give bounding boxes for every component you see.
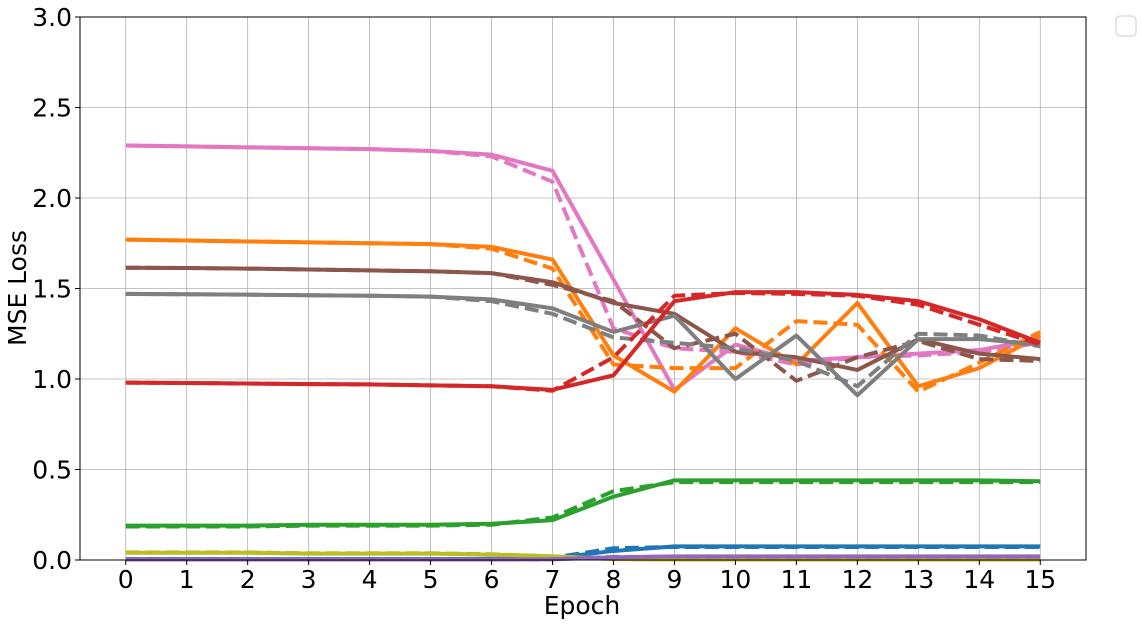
y-tick-label: 0.5: [32, 456, 72, 485]
y-tick-label: 1.5: [32, 275, 72, 304]
y-tick-label: 3.0: [32, 3, 72, 32]
x-tick-label: 14: [963, 565, 995, 594]
series-line-7-dashed: [125, 291, 1041, 389]
legend-box: [1115, 15, 1137, 37]
x-tick-label: 2: [240, 565, 256, 594]
y-axis: 0.0 0.5 1.0 1.5 2.0 2.5 3.0: [32, 3, 80, 575]
series-line-11-dashed: [125, 480, 1041, 529]
x-tick-label: 15: [1024, 565, 1056, 594]
y-tick-label: 0.0: [32, 546, 72, 575]
x-tick-label: 1: [179, 565, 195, 594]
y-tick-label: 1.0: [32, 365, 72, 394]
series-line-3-dashed: [125, 237, 1042, 394]
x-tick-label: 7: [545, 565, 561, 594]
x-tick-label: 11: [780, 565, 812, 594]
x-tick-label: 13: [902, 565, 934, 594]
y-axis-label: MSE Loss: [3, 230, 32, 346]
x-tick-label: 9: [667, 565, 683, 594]
series-line-17-dashed: [125, 554, 1041, 562]
x-tick-label: 12: [841, 565, 873, 594]
series-line-9-dashed: [125, 291, 1041, 393]
series-group: [125, 143, 1042, 562]
x-tick-label: 8: [606, 565, 622, 594]
y-tick-label: 2.0: [32, 184, 72, 213]
y-tick-label: 2.5: [32, 94, 72, 123]
x-tick-label: 3: [301, 565, 317, 594]
series-line-15-dashed: [125, 550, 1041, 562]
x-tick-label: 10: [720, 565, 752, 594]
x-tick-label: 5: [423, 565, 439, 594]
x-axis: 0 1 2 3 4 5 6 7 8 9 10 11 12 13 14 15: [118, 560, 1056, 594]
x-tick-label: 0: [118, 565, 134, 594]
x-axis-label: Epoch: [544, 591, 621, 620]
series-line-5-dashed: [125, 265, 1041, 383]
x-tick-label: 6: [484, 565, 500, 594]
series-line-1-dashed: [125, 143, 1041, 367]
x-tick-label: 4: [362, 565, 378, 594]
